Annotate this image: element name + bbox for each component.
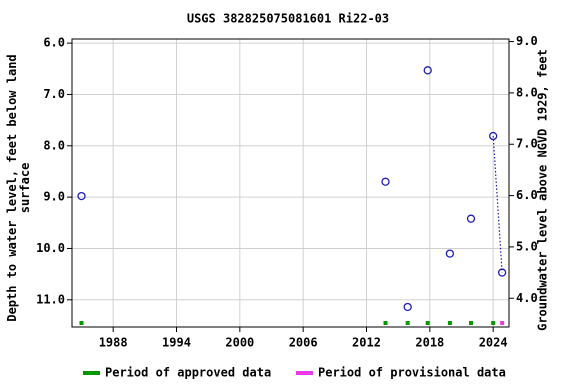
y2-tick-label: 8.0 (516, 85, 538, 99)
y-tick-label: 6.0 (43, 36, 65, 50)
x-tick-label: 2018 (415, 336, 444, 350)
y2-tick-label: 9.0 (516, 34, 538, 48)
legend-label: Period of approved data (105, 366, 271, 380)
y-axis-label: Depth to water level, feet below landsur… (5, 54, 32, 321)
x-tick-label: 2006 (289, 336, 318, 350)
legend-label: Period of provisional data (318, 366, 506, 380)
y2-axis-label: Groundwater level above NGVD 1929, feet (536, 49, 550, 331)
x-tick-label: 1994 (162, 336, 191, 350)
period-marker (425, 321, 430, 325)
x-tick-label: 2024 (479, 336, 508, 350)
y-tick-label: 11.0 (36, 292, 65, 306)
y-tick-label: 8.0 (43, 138, 65, 152)
data-point (445, 249, 455, 258)
data-point (403, 302, 412, 312)
period-marker (469, 321, 473, 325)
y-tick-label: 10.0 (36, 241, 65, 255)
period-marker (447, 321, 452, 325)
y-tick-label: 7.0 (43, 87, 65, 101)
data-point (497, 268, 507, 277)
data-point (489, 131, 498, 141)
period-marker (79, 321, 84, 325)
y-axis-label-line: Depth to water level, feet below land (5, 54, 19, 321)
plot-frame (71, 38, 510, 328)
x-tick-label: 2000 (225, 336, 254, 350)
y2-tick-label: 6.0 (516, 188, 538, 202)
y-axis-label-line: surface (18, 163, 32, 214)
y2-tick-label: 7.0 (516, 137, 538, 151)
chart-title: USGS 382825075081601 Ri22-03 (187, 12, 389, 26)
period-marker (405, 321, 410, 325)
data-point (381, 177, 390, 186)
x-tick-label: 1988 (99, 336, 128, 350)
y2-tick-label: 5.0 (516, 239, 538, 253)
y2-tick-label: 4.0 (516, 291, 538, 305)
data-point (423, 66, 432, 75)
data-point (466, 214, 476, 223)
y-tick-label: 9.0 (43, 190, 65, 204)
data-point (77, 191, 86, 201)
period-marker (491, 321, 496, 325)
period-marker (383, 321, 388, 325)
x-tick-label: 2012 (352, 336, 381, 350)
period-marker (500, 321, 505, 325)
